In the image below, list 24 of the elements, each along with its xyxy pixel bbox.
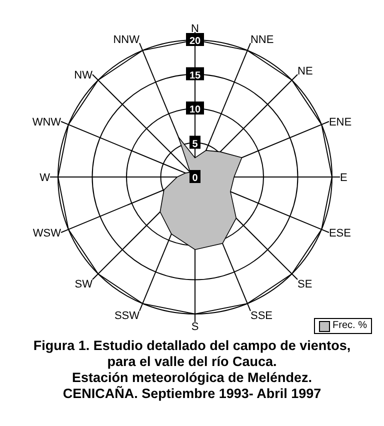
y-tick-label: 0 [192,173,198,184]
text: Estación meteorológica de Meléndez. CENICAÑA. Septiembre 1993- Abril 1997 [62,370,322,402]
spoke-label: S [191,320,199,333]
spoke-label: WNW [32,116,62,128]
y-tick-label: 5 [192,138,198,150]
spoke-label: SSE [250,310,273,322]
spoke-label: NNW [113,34,140,46]
spoke-label: SSW [114,310,140,322]
spoke-label: NNE [250,34,274,46]
spoke-label: SE [298,278,312,290]
text: Figura 1. Estudio detallado del campo de vientos, para el valle del río Cauca. [32,338,352,370]
spoke-label: SW [74,278,94,290]
spoke-label: E [340,172,348,184]
spoke-label: ENE [328,116,352,128]
spoke-label: N [191,23,200,35]
y-tick-label: 10 [189,104,201,116]
spoke-label: NE [298,65,313,78]
spoke-label: W [40,172,51,184]
spoke-label: NW [74,69,94,82]
spoke-label: ESE [328,227,351,240]
y-tick-label: 20 [189,36,201,47]
spoke-label: WSW [32,227,62,240]
legend-label: Frec. % [332,320,367,332]
y-tick-label: 15 [189,70,201,82]
